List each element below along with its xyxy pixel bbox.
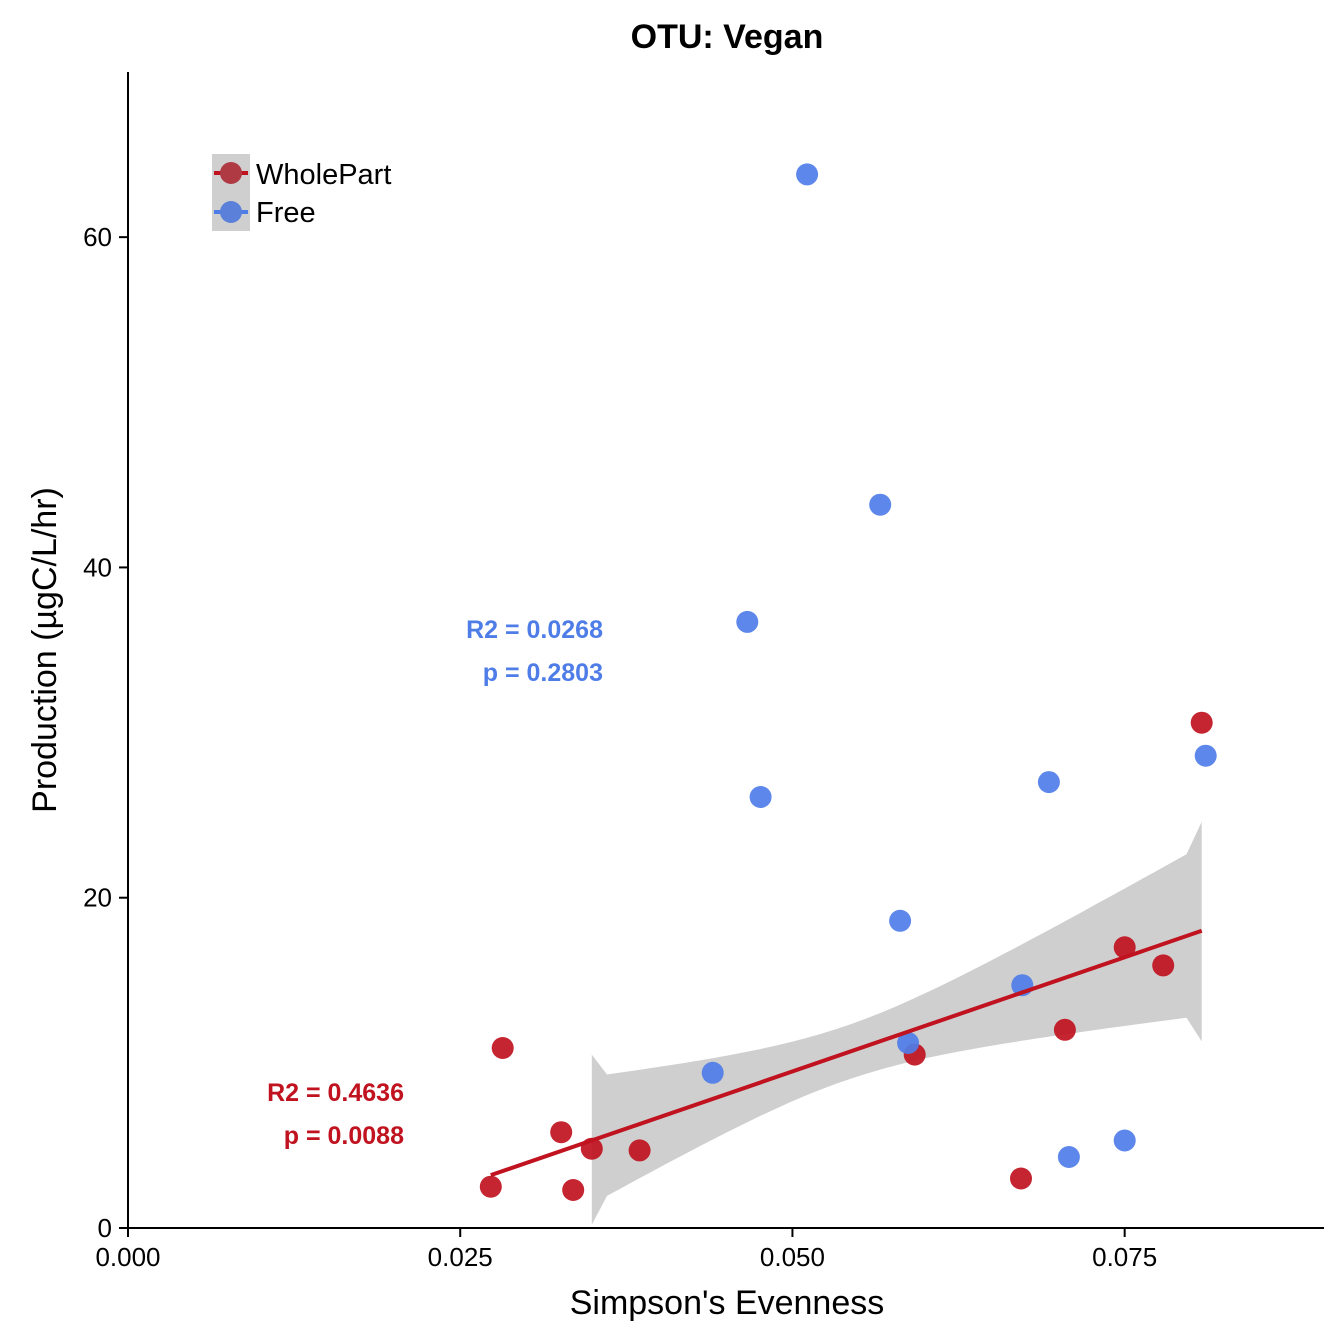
data-point-free (869, 493, 892, 516)
x-tick-label: 0.075 (1092, 1242, 1157, 1272)
x-tick-label: 0.025 (428, 1242, 493, 1272)
data-point-free (736, 610, 759, 633)
y-tick-label: 40 (83, 552, 112, 582)
wholepart-r2-label: R2 = 0.4636 (267, 1079, 404, 1107)
data-point-wholepart (491, 1037, 514, 1059)
confidence-band (591, 821, 1202, 1225)
legend-key-point-free (220, 201, 242, 223)
chart-title: OTU: Vegan (631, 18, 824, 56)
data-point-wholepart (1190, 711, 1213, 734)
data-point-free (1057, 1146, 1080, 1168)
data-point-free (1113, 1129, 1136, 1152)
data-point-free (701, 1061, 724, 1084)
data-point-wholepart (1113, 936, 1136, 959)
fit-line-layer (490, 928, 1203, 1178)
data-point-wholepart (479, 1175, 502, 1198)
legend-label-free: Free (256, 197, 316, 229)
data-point-free (796, 163, 819, 186)
legend-key-point-wholepart (220, 162, 242, 184)
data-point-wholepart (550, 1121, 573, 1144)
fit-line-wholepart (490, 928, 1203, 1178)
data-point-wholepart (1010, 1167, 1032, 1190)
points-layer (479, 163, 1217, 1201)
x-axis-title: Simpson's Evenness (570, 1284, 885, 1322)
data-point-wholepart (562, 1179, 585, 1201)
y-axis-ticks: 0 20 40 60 (83, 222, 128, 1243)
data-point-wholepart (1152, 954, 1175, 977)
data-point-wholepart (628, 1139, 651, 1162)
data-point-free (889, 909, 912, 932)
x-tick-label: 0.050 (760, 1242, 825, 1272)
confidence-band-layer (591, 821, 1202, 1225)
data-point-free (1194, 744, 1217, 767)
y-tick-label: 60 (83, 222, 112, 252)
x-tick-label: 0.000 (95, 1242, 160, 1272)
free-p-label: p = 0.2803 (483, 659, 603, 687)
legend: WholePart Free (212, 154, 391, 231)
wholepart-p-label: p = 0.0088 (284, 1122, 404, 1150)
legend-label-wholepart: WholePart (256, 159, 391, 191)
data-point-free (897, 1032, 920, 1054)
y-axis-title: Production (µgC/L/hr) (26, 487, 64, 813)
x-axis-ticks: 0.000 0.025 0.050 0.075 (95, 1228, 1157, 1272)
y-tick-label: 0 (98, 1213, 112, 1243)
free-r2-label: R2 = 0.0268 (466, 616, 603, 644)
y-tick-label: 20 (83, 883, 112, 913)
data-point-free (749, 786, 772, 808)
data-point-free (1037, 771, 1060, 794)
data-point-wholepart (1053, 1018, 1076, 1041)
